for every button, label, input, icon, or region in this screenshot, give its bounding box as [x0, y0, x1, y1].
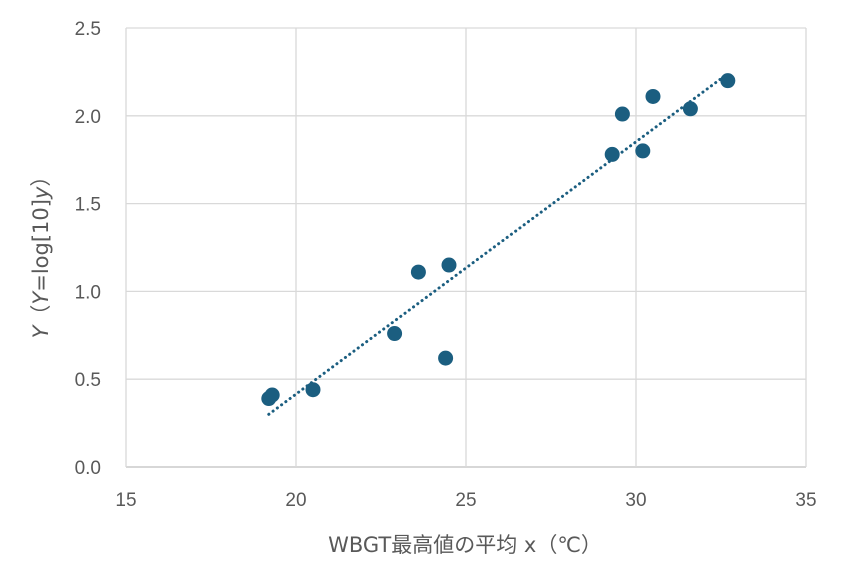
data-point [438, 350, 454, 366]
data-points [261, 73, 736, 407]
y-axis-title-paren-close: ） [29, 166, 53, 187]
y-axis-title-small-y: y [29, 186, 53, 200]
y-tick-label: 2.0 [75, 107, 101, 128]
data-point [645, 88, 661, 104]
y-axis-title: Y（Y=log[10]y） [29, 166, 53, 339]
trendline [267, 72, 730, 416]
y-axis-title-y2: Y [29, 290, 53, 305]
y-tick-label: 2.5 [75, 19, 101, 40]
data-point [604, 146, 620, 162]
x-tick-labels: 15 20 25 30 35 [115, 490, 816, 511]
data-point [264, 387, 280, 403]
data-point [682, 101, 698, 117]
x-tick-label: 15 [115, 490, 136, 511]
y-axis-title-log: =log[10] [29, 199, 53, 292]
x-tick-label: 30 [625, 490, 646, 511]
x-axis-title: WBGT最高値の平均 x（℃） [328, 533, 602, 557]
data-point [441, 257, 457, 273]
x-tick-label: 20 [285, 490, 306, 511]
gridlines [125, 27, 807, 468]
y-tick-label: 0.5 [75, 370, 101, 391]
data-point [720, 73, 736, 89]
y-axis-title-paren-open: （ [29, 305, 53, 326]
y-tick-label: 0.0 [75, 458, 101, 479]
y-tick-labels: 0.0 0.5 1.0 1.5 2.0 2.5 [75, 19, 101, 479]
trendline-group [267, 72, 730, 416]
data-point [614, 106, 630, 122]
y-axis-title-y: Y [29, 323, 53, 338]
x-tick-label: 25 [455, 490, 476, 511]
data-point [305, 382, 321, 398]
data-point [410, 264, 426, 280]
y-tick-label: 1.0 [75, 282, 101, 303]
data-point [387, 326, 403, 342]
x-tick-label: 35 [795, 490, 816, 511]
y-tick-label: 1.5 [75, 195, 101, 216]
data-point [635, 143, 651, 159]
